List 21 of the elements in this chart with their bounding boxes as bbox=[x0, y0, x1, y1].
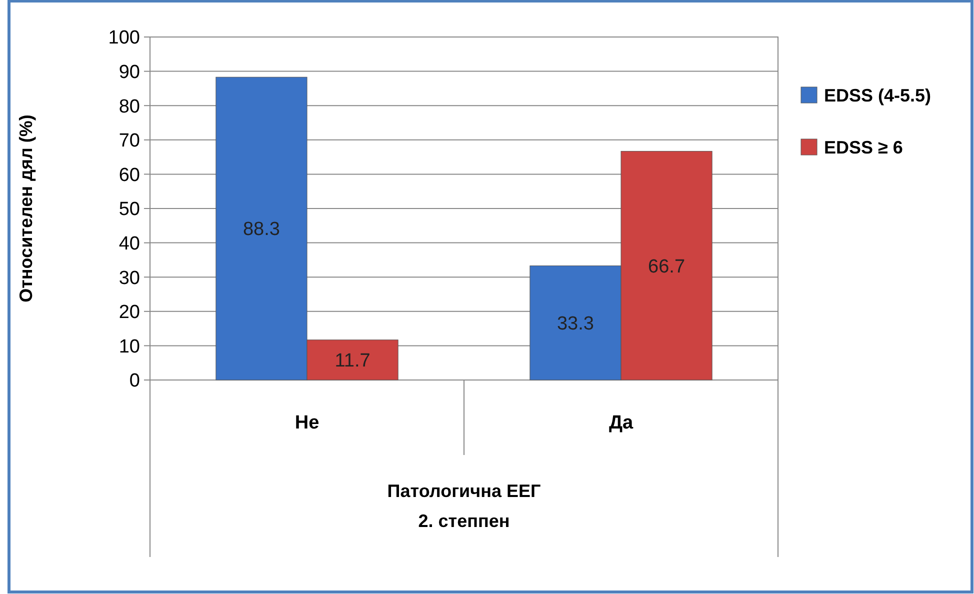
legend-label: EDSS ≥ 6 bbox=[824, 137, 903, 158]
x-tick-label: Да bbox=[608, 412, 634, 434]
y-tick-label: 60 bbox=[118, 164, 140, 186]
y-tick-label: 80 bbox=[118, 96, 140, 118]
x-axis-title: Патологична ЕЕГ 2. степпен bbox=[387, 481, 541, 531]
y-tick-label: 20 bbox=[118, 302, 140, 324]
y-tick-label: 10 bbox=[118, 336, 140, 358]
y-tick-label: 90 bbox=[118, 62, 140, 83]
y-tick-label: 0 bbox=[129, 370, 140, 392]
y-tick-label: 40 bbox=[118, 233, 140, 254]
x-tick-label: Не bbox=[294, 412, 320, 434]
data-label: 33.3 bbox=[556, 314, 594, 335]
y-tick-label: 100 bbox=[108, 28, 140, 49]
y-tick-label: 70 bbox=[118, 130, 140, 152]
legend-label: EDSS (4-5.5) bbox=[824, 85, 932, 106]
y-axis-title: Относителен дял (%) bbox=[16, 114, 36, 302]
y-tick-label: 30 bbox=[118, 268, 140, 289]
y-tick-label: 50 bbox=[118, 199, 140, 220]
data-label: 11.7 bbox=[334, 350, 370, 372]
data-label: 88.3 bbox=[242, 219, 280, 240]
data-label: 66.7 bbox=[648, 256, 686, 278]
